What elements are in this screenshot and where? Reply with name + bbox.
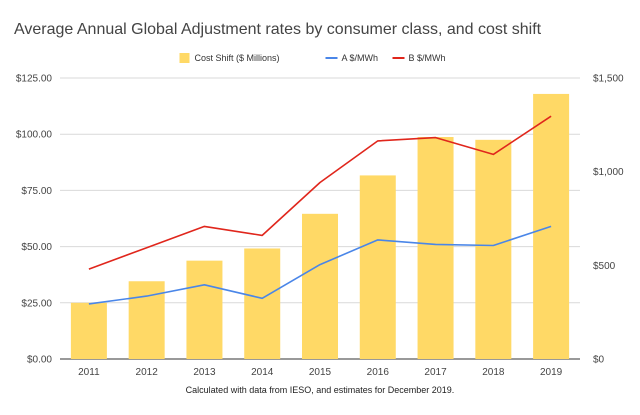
bar-cost-shift: [70, 302, 107, 359]
x-axis-tick-label: 2011: [78, 367, 100, 378]
bar-cost-shift: [244, 248, 281, 359]
right-axis-tick-label: $0: [593, 355, 605, 366]
series-lines: [88, 115, 552, 305]
right-axis-tick-label: $1,000: [593, 167, 624, 178]
series-line-a: [88, 225, 552, 305]
bar-cost-shift: [475, 139, 512, 359]
left-axis-tick-label: $100.00: [16, 130, 53, 141]
bars: [70, 93, 570, 359]
right-axis: $0 $500 $1,000 $1,500: [593, 74, 624, 366]
left-axis: $0.00 $25.00 $50.00 $75.00 $100.00 $125.00: [16, 74, 53, 366]
x-axis-tick-label: 2018: [482, 367, 505, 378]
bar-cost-shift: [302, 213, 338, 359]
legend-swatch-bar: [179, 53, 190, 63]
bar-cost-shift: [359, 175, 396, 359]
x-axis: 2011 2012 2013 2014 2015 2016 2017 2018 2019: [78, 367, 563, 378]
x-axis-tick-label: 2012: [136, 367, 159, 378]
bar-cost-shift: [417, 137, 454, 359]
right-axis-tick-label: $500: [593, 261, 616, 272]
x-axis-tick-label: 2013: [193, 367, 216, 378]
chart-caption: Calculated with data from IESO, and esti…: [186, 385, 455, 395]
left-axis-tick-label: $75.00: [21, 186, 52, 197]
x-axis-tick-label: 2016: [367, 367, 390, 378]
series-line-b: [88, 115, 552, 270]
x-axis-tick-label: 2017: [424, 367, 447, 378]
left-axis-tick-label: $0.00: [27, 355, 52, 366]
right-axis-tick-label: $1,500: [593, 74, 624, 85]
legend-label: B $/MWh: [409, 53, 446, 63]
legend-label: Cost Shift ($ Millions): [195, 53, 280, 63]
left-axis-tick-label: $50.00: [21, 242, 52, 253]
legend-label: A $/MWh: [342, 53, 379, 63]
left-axis-tick-label: $125.00: [16, 74, 53, 85]
x-axis-tick-label: 2015: [309, 367, 332, 378]
bar-cost-shift: [186, 260, 223, 359]
x-axis-tick-label: 2019: [540, 367, 563, 378]
x-axis-tick-label: 2014: [251, 367, 274, 378]
legend: Cost Shift ($ Millions) A $/MWh B $/MWh: [179, 53, 446, 63]
chart-title: Average Annual Global Adjustment rates b…: [14, 21, 542, 38]
left-axis-tick-label: $25.00: [21, 298, 52, 309]
